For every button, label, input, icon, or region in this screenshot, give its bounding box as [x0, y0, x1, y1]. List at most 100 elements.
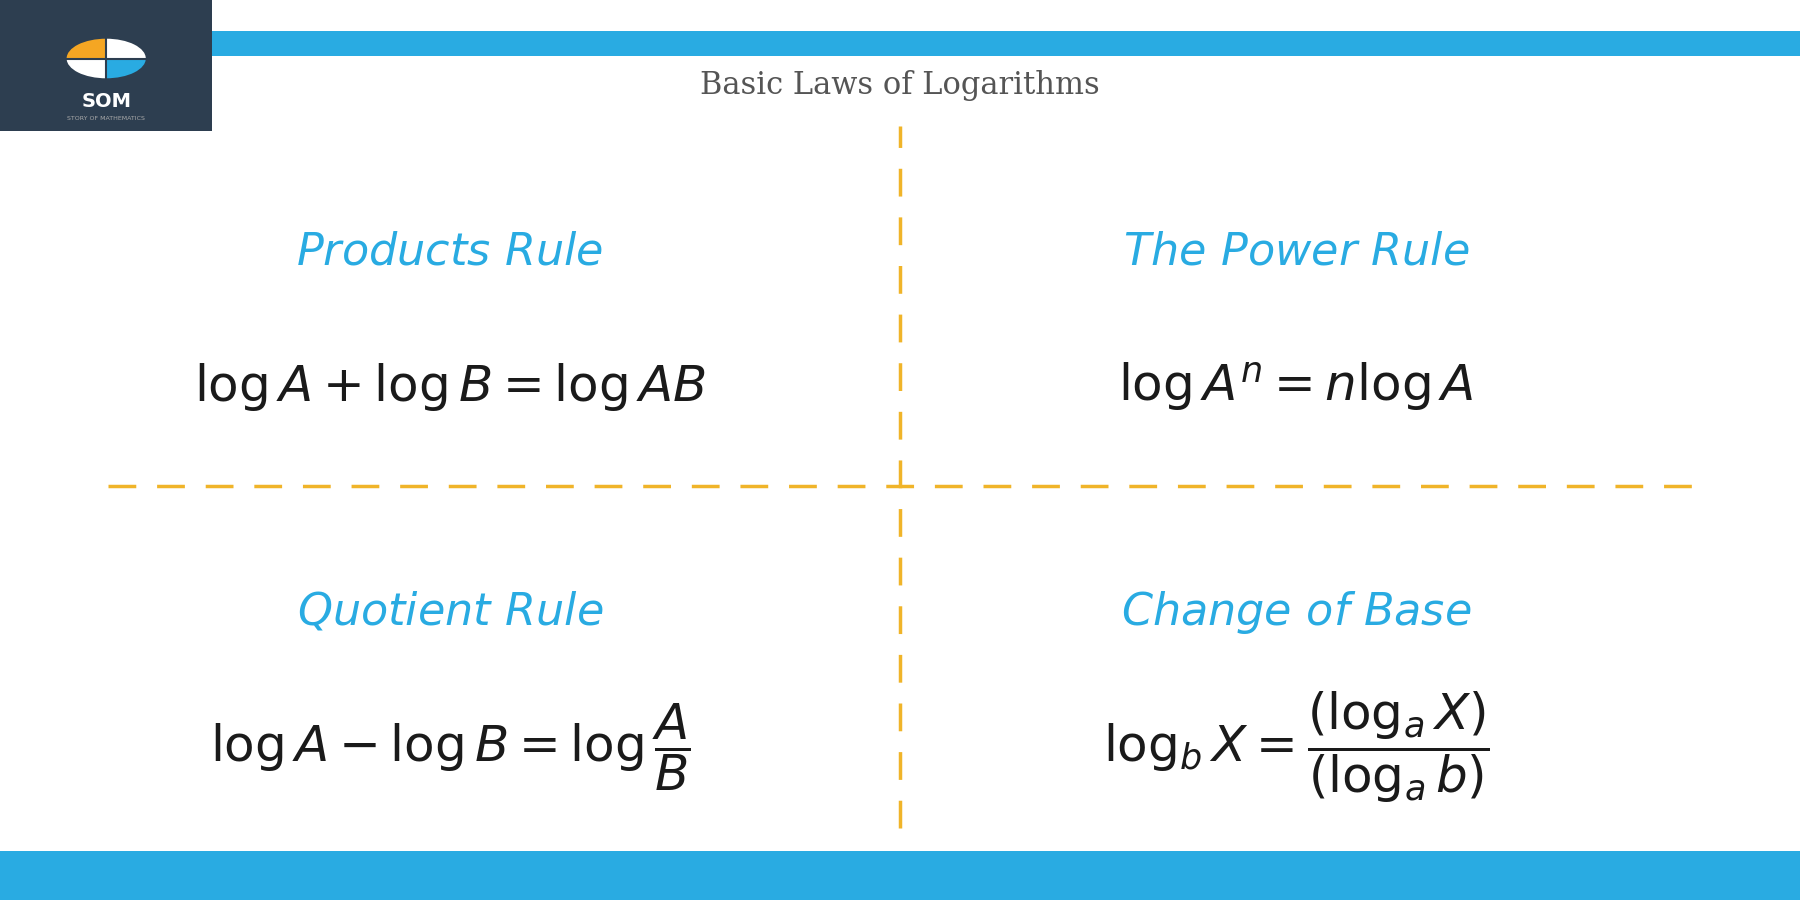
Bar — [524, 850, 529, 900]
Wedge shape — [67, 39, 106, 58]
Bar — [437, 850, 443, 900]
Bar — [232, 850, 238, 900]
Wedge shape — [67, 58, 106, 78]
Bar — [491, 850, 497, 900]
Bar — [130, 850, 135, 900]
Bar — [529, 850, 535, 900]
Bar — [76, 850, 81, 900]
Bar — [70, 850, 76, 900]
Bar — [54, 850, 59, 900]
Bar — [329, 850, 335, 900]
Bar — [367, 850, 373, 900]
Bar — [194, 850, 200, 900]
Bar — [124, 850, 130, 900]
Text: SOM: SOM — [81, 92, 131, 112]
Bar — [178, 850, 184, 900]
Bar — [265, 850, 270, 900]
Bar — [383, 850, 389, 900]
Bar — [22, 850, 27, 900]
Bar — [513, 850, 518, 900]
Bar — [32, 850, 38, 900]
Bar — [259, 850, 265, 900]
Bar — [135, 850, 140, 900]
Bar — [27, 850, 32, 900]
Bar — [16, 850, 22, 900]
Bar — [443, 850, 448, 900]
Text: Basic Laws of Logarithms: Basic Laws of Logarithms — [700, 70, 1100, 101]
Bar — [400, 850, 405, 900]
Bar — [151, 850, 157, 900]
Bar — [216, 850, 221, 900]
Bar — [373, 850, 378, 900]
Text: $\log_b X = \dfrac{(\log_a X)}{(\log_a b)}$: $\log_b X = \dfrac{(\log_a X)}{(\log_a b… — [1103, 689, 1489, 805]
Text: $\log A + \log B = \log AB$: $\log A + \log B = \log AB$ — [194, 361, 706, 413]
Text: $\log A^n = n\log A$: $\log A^n = n\log A$ — [1118, 360, 1474, 414]
Bar — [200, 850, 205, 900]
Bar — [540, 850, 1800, 900]
Bar — [146, 850, 151, 900]
Bar — [394, 850, 400, 900]
Bar — [302, 850, 308, 900]
Bar — [49, 850, 54, 900]
Bar — [173, 850, 178, 900]
Text: $\it{Quotient\ Rule}$: $\it{Quotient\ Rule}$ — [297, 590, 603, 634]
Bar — [97, 850, 103, 900]
Bar — [448, 850, 454, 900]
Text: STORY OF MATHEMATICS: STORY OF MATHEMATICS — [67, 116, 146, 122]
Bar — [81, 850, 86, 900]
Bar — [254, 850, 259, 900]
FancyBboxPatch shape — [0, 0, 212, 130]
Bar — [470, 850, 475, 900]
Bar — [211, 850, 216, 900]
Bar — [184, 850, 189, 900]
Bar — [319, 850, 324, 900]
Wedge shape — [106, 39, 146, 58]
Bar — [502, 850, 508, 900]
Bar — [221, 850, 227, 900]
Bar — [119, 850, 124, 900]
Bar — [335, 850, 340, 900]
Text: $\it{Products\ Rule}$: $\it{Products\ Rule}$ — [297, 230, 603, 274]
Bar — [11, 850, 16, 900]
Bar — [38, 850, 43, 900]
Bar — [167, 850, 173, 900]
Bar — [454, 850, 459, 900]
Bar — [378, 850, 383, 900]
Bar — [162, 850, 167, 900]
Bar — [5, 850, 11, 900]
Bar — [421, 850, 427, 900]
Bar — [464, 850, 470, 900]
Bar — [227, 850, 232, 900]
Bar — [356, 850, 362, 900]
Bar — [0, 850, 5, 900]
Bar — [308, 850, 313, 900]
Bar — [92, 850, 97, 900]
Bar — [475, 850, 481, 900]
Bar — [243, 850, 248, 900]
Bar — [0, 850, 1800, 900]
Bar — [86, 850, 92, 900]
Bar — [432, 850, 437, 900]
Bar — [108, 850, 113, 900]
FancyBboxPatch shape — [0, 850, 1800, 900]
Bar — [248, 850, 254, 900]
Bar — [270, 850, 275, 900]
Bar — [340, 850, 346, 900]
Bar — [281, 850, 286, 900]
Bar — [486, 850, 491, 900]
Bar — [275, 850, 281, 900]
Bar — [427, 850, 432, 900]
Bar — [43, 850, 49, 900]
Bar — [410, 850, 416, 900]
Bar — [59, 850, 65, 900]
Bar — [346, 850, 351, 900]
Bar — [405, 850, 410, 900]
Bar — [297, 850, 302, 900]
Bar — [459, 850, 464, 900]
Bar — [313, 850, 319, 900]
Bar — [481, 850, 486, 900]
Bar — [351, 850, 356, 900]
Bar — [535, 850, 540, 900]
Bar — [497, 850, 502, 900]
Bar — [65, 850, 70, 900]
